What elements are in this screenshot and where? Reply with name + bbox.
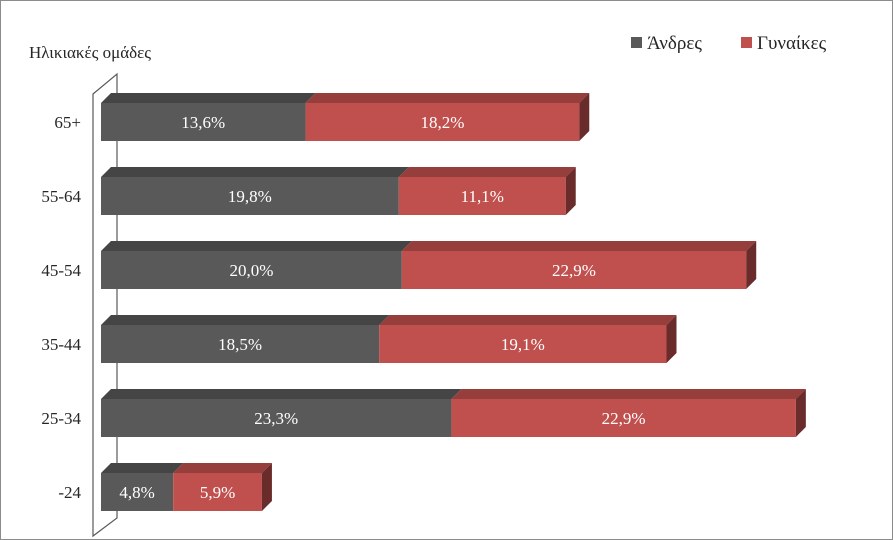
data-label-men: 20,0% (229, 261, 273, 280)
bar-top-men (101, 389, 462, 399)
axis-wall (92, 72, 118, 538)
legend-label-women: Γυναίκες (757, 33, 827, 54)
category-label: -24 (58, 483, 81, 502)
bar-top-men (101, 167, 409, 177)
bar-women (398, 177, 566, 215)
bar-side (795, 389, 806, 437)
data-label-women: 11,1% (461, 187, 504, 206)
bar-men (101, 103, 306, 141)
bar-side (565, 167, 576, 215)
bar-top-women (305, 93, 590, 103)
legend: Άνδρες Γυναίκες (631, 33, 827, 54)
bar-top-men (101, 93, 316, 103)
bar-men (101, 325, 380, 363)
bar-men (101, 473, 174, 511)
bar-women (305, 103, 580, 141)
data-label-men: 23,3% (254, 409, 298, 428)
bar-women (379, 325, 667, 363)
category-label: 25-34 (41, 409, 81, 428)
bar-top-men (101, 315, 390, 325)
y-axis-ticks: 65+ 55-64 45-54 35-44 25-34 -24 (41, 113, 81, 502)
category-label: 35-44 (41, 335, 81, 354)
bar-top-women (401, 241, 757, 251)
bar-top-women (451, 389, 806, 399)
data-label-women: 5,9% (200, 483, 235, 502)
data-label-women: 18,2% (420, 113, 464, 132)
bar-side (261, 463, 272, 511)
bar-side (579, 93, 590, 141)
bar-women (451, 399, 796, 437)
legend-label-men: Άνδρες (647, 33, 702, 54)
bar-top-women (173, 463, 272, 473)
data-label-men: 4,8% (119, 483, 154, 502)
category-label: 65+ (54, 113, 81, 132)
data-label-women: 22,9% (552, 261, 596, 280)
bar-side (746, 241, 757, 289)
category-label: 55-64 (41, 187, 81, 206)
bar-top-men (101, 463, 184, 473)
y-axis-title: Ηλικιακές ομάδες (29, 43, 151, 62)
data-label-women: 22,9% (602, 409, 646, 428)
data-label-men: 13,6% (181, 113, 225, 132)
bar-men (101, 251, 402, 289)
bar-top-women (398, 167, 576, 177)
bar-women (401, 251, 747, 289)
bars-group: 13,6% 18,2% 19,8% 11,1% 20,0% 22,9% 18,5% 19,1%… (101, 93, 806, 511)
legend-swatch-women (741, 37, 752, 48)
bar-men (101, 399, 452, 437)
bar-top-men (101, 241, 412, 251)
bar-side (666, 315, 677, 363)
legend-swatch-men (631, 37, 642, 48)
data-label-women: 19,1% (501, 335, 545, 354)
bar-top-women (379, 315, 677, 325)
category-label: 45-54 (41, 261, 81, 280)
bar-women (173, 473, 262, 511)
data-label-men: 18,5% (218, 335, 262, 354)
bar-men (101, 177, 399, 215)
data-label-men: 19,8% (228, 187, 272, 206)
